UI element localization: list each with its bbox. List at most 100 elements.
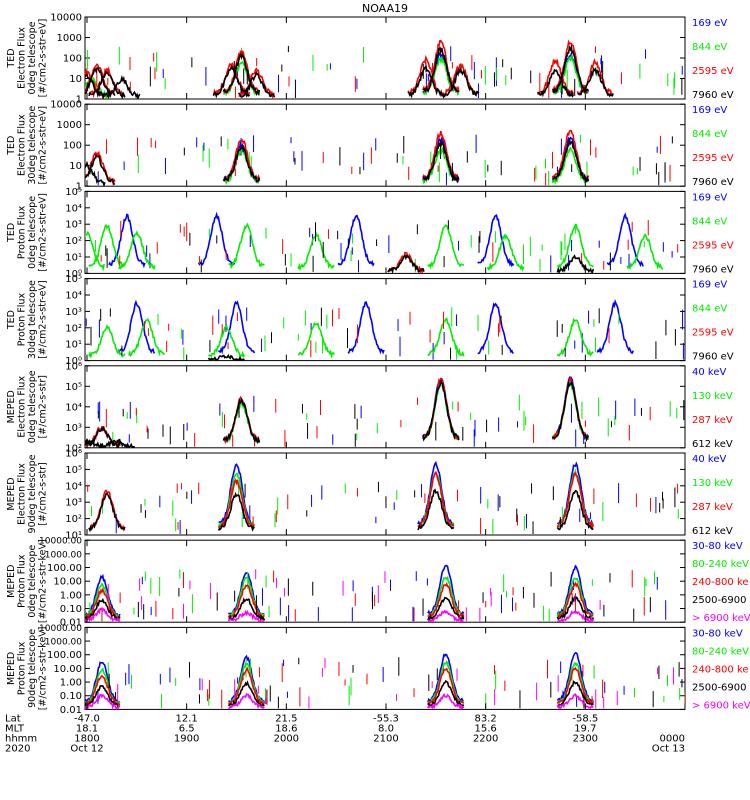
- x-tick-label: 0000: [660, 733, 685, 744]
- legend-287-kev: 287 keV: [692, 415, 733, 426]
- y-axis-label-line: Proton Flux: [17, 641, 28, 695]
- data-point: [217, 300, 256, 355]
- y-axis-label: TEDElectron Flux0deg telescope[#/cm2-s-s…: [6, 19, 49, 98]
- y-tick-label: 10⁵: [65, 465, 82, 476]
- data-point: [85, 67, 116, 99]
- data-point: [88, 223, 126, 269]
- y-axis-label-line: TED: [6, 223, 17, 243]
- data-point: [556, 662, 595, 705]
- data-point: [337, 214, 375, 267]
- legend-844-ev: 844 eV: [692, 129, 727, 140]
- y-tick-label: 100: [63, 54, 82, 65]
- data-point: [552, 380, 590, 443]
- panel-meped-proton-0deg: 10000.00 1000.00 100.00 10.00 1.00 0.10 0.01 ME…: [6, 537, 750, 629]
- x-row-label: hhmm: [5, 733, 37, 744]
- y-axis-label-line: Electron Flux: [17, 376, 28, 438]
- legend-169-ev: 169 eV: [692, 105, 727, 116]
- data-point: [85, 230, 106, 272]
- data-point: [297, 321, 335, 359]
- y-tick-label: 10²: [65, 514, 82, 525]
- legend--6900-kev: > 6900 keV: [692, 700, 750, 711]
- y-tick-label: 100.00: [47, 563, 82, 574]
- x-row-label: MLT: [5, 723, 25, 734]
- legend-2595-ev: 2595 eV: [692, 153, 734, 164]
- data-point: [238, 67, 275, 99]
- y-tick-label: 0.01: [60, 705, 82, 716]
- y-tick-label: 10⁵: [65, 187, 82, 198]
- panel-ted-electron-30deg: 10000 1000 100 10 1 TEDElectron Flux30deg tel…: [6, 100, 734, 193]
- panel-meped-electron-90deg: 10⁶ 10⁵ 10⁴ 10³ 10² 10¹ MEPEDElectron Flux90de…: [6, 449, 733, 542]
- y-axis-label-line: [#/cm2-s-str]: [38, 375, 49, 438]
- y-axis-label-line: Electron Flux: [17, 463, 28, 525]
- data-point: [422, 46, 459, 93]
- y-tick-label: 10⁴: [65, 402, 82, 413]
- series-group: [85, 564, 667, 623]
- data-point: [237, 70, 276, 98]
- data-point: [98, 438, 135, 448]
- y-tick-label: 10⁵: [65, 382, 82, 393]
- data-point: [227, 609, 265, 623]
- x-tick-label: 2000: [274, 733, 299, 744]
- y-tick-label: 1000.00: [45, 550, 82, 560]
- data-point: [427, 582, 465, 620]
- data-point: [85, 74, 106, 99]
- data-point: [477, 302, 514, 355]
- data-point: [596, 298, 634, 354]
- y-axis-label-line: 0deg telescope: [27, 370, 38, 443]
- y-axis-label-line: 0deg telescope: [27, 545, 38, 618]
- data-point: [85, 63, 115, 96]
- legend-169-ev: 169 eV: [692, 192, 727, 203]
- data-point: [217, 491, 255, 532]
- y-tick-label: 1.00: [60, 590, 82, 601]
- y-axis-label: MEPEDElectron Flux0deg telescope[#/cm2-s…: [6, 370, 49, 443]
- data-point: [228, 222, 265, 270]
- y-tick-label: 10000.00: [39, 537, 82, 547]
- series-group: [85, 298, 684, 361]
- data-point: [88, 492, 126, 533]
- legend-30-80-kev: 30-80 keV: [692, 541, 743, 552]
- panel-frame: [84, 278, 686, 362]
- data-point: [477, 214, 515, 268]
- y-tick-label: 10⁴: [65, 481, 82, 492]
- y-axis-label-line: [#/cm2-s-str-eV]: [38, 19, 49, 98]
- data-point: [228, 597, 266, 622]
- y-tick-label: 10³: [65, 220, 82, 231]
- panel-frame: [84, 626, 686, 710]
- x-row-label: Lat: [5, 713, 21, 724]
- y-tick-label: 10: [69, 74, 82, 85]
- y-axis-label-line: [#/cm2-s-str-eV]: [38, 280, 49, 359]
- x-tick-label: 2100: [373, 733, 398, 744]
- x-tick-label: 1900: [174, 733, 199, 744]
- legend-2595-ev: 2595 eV: [692, 240, 734, 251]
- y-tick-label: 0.01: [60, 618, 82, 629]
- data-point: [557, 581, 594, 619]
- y-axis-label-line: TED: [6, 48, 17, 68]
- x-tick-label: Oct 12: [70, 743, 103, 754]
- y-tick-label: 1000: [57, 120, 82, 131]
- data-point: [577, 66, 614, 98]
- legend-40-kev: 40 keV: [692, 454, 726, 465]
- y-tick-label: 10000.00: [39, 624, 82, 634]
- x-tick-label: 8.0: [378, 723, 394, 734]
- data-point: [556, 595, 595, 621]
- data-point: [118, 299, 155, 354]
- y-axis-label-line: Proton Flux: [17, 554, 28, 608]
- data-point: [442, 65, 480, 99]
- x-tick-label: Oct 13: [652, 743, 685, 754]
- panel-ted-proton-30deg: 10⁵ 10⁴ 10³ 10² 10¹ 10⁰ TEDProton Flux30deg te…: [6, 274, 734, 367]
- panel-frame: [84, 365, 686, 449]
- legend-40-kev: 40 keV: [692, 367, 726, 378]
- data-point: [556, 472, 595, 531]
- panel-frame: [84, 16, 686, 100]
- y-axis-label-line: [#/cm2-s-str-eV]: [38, 106, 49, 185]
- data-point: [427, 667, 464, 705]
- legend-7960-ev: 7960 eV: [692, 352, 734, 363]
- y-tick-label: 10³: [65, 423, 82, 434]
- x-tick-label: -55.3: [373, 713, 399, 724]
- data-point: [207, 353, 245, 361]
- y-tick-label: 1: [76, 95, 82, 106]
- y-tick-label: 10²: [65, 443, 82, 454]
